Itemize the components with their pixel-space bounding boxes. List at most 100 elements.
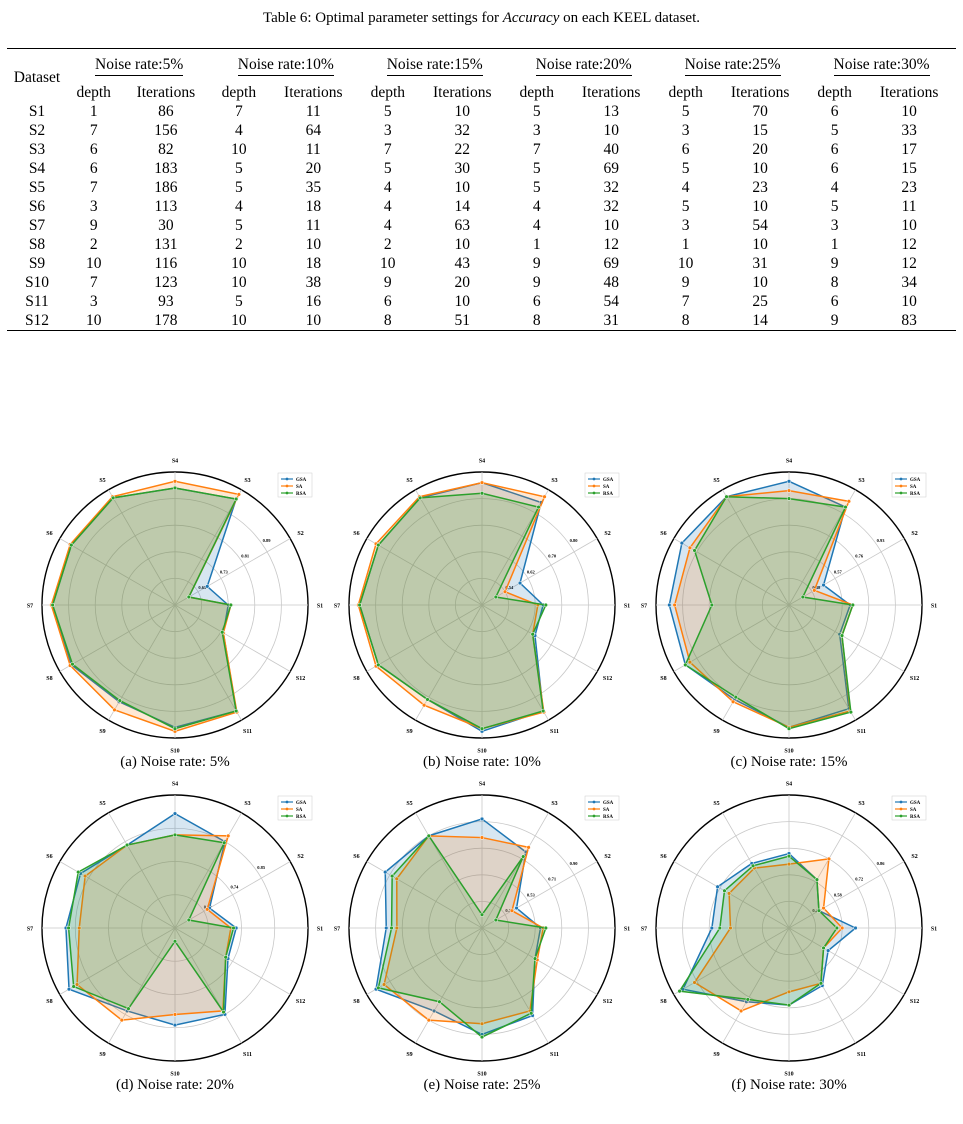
category-label: S6 (46, 854, 52, 860)
category-label: S3 (858, 801, 864, 807)
category-label: S3 (244, 478, 250, 484)
data-point (687, 545, 693, 550)
category-label: S8 (660, 676, 666, 682)
data-point (826, 948, 831, 953)
data-point (724, 494, 729, 499)
ring-label: 0.38 (812, 585, 821, 590)
value-cell: 6 (830, 293, 839, 310)
category-label: S5 (99, 478, 105, 484)
value-cell: 15 (901, 160, 917, 177)
sub-header: depth (221, 84, 257, 101)
value-cell: 31 (603, 312, 619, 329)
value-cell: 3 (89, 293, 98, 310)
category-label: S2 (297, 531, 303, 537)
radar-chart: S1 S2 S3 S4 S5 S6 S7 S8 S9 S10 S11 S12 0.48 0.58 0.72 0… (629, 768, 949, 1093)
table-row: S8 2 131 2 10 2 10 1 12 1 10 1 12 (7, 235, 956, 254)
value-cell: 12 (901, 255, 917, 272)
value-cell: 178 (154, 312, 178, 329)
category-label: S10 (170, 1072, 179, 1078)
value-cell: 2 (383, 236, 392, 253)
data-point (479, 480, 485, 485)
dataset-cell: S9 (28, 255, 46, 272)
ring-label: 0.54 (505, 585, 514, 590)
data-point (111, 495, 116, 501)
value-cell: 6 (830, 103, 839, 120)
grid-spoke (174, 927, 291, 995)
grid-spoke (108, 812, 176, 929)
grid-spoke (174, 604, 291, 672)
value-cell: 156 (154, 122, 178, 139)
grid-spoke (174, 927, 242, 1044)
value-cell: 5 (532, 160, 541, 177)
legend: GSA SA RSA (584, 472, 620, 498)
value-cell: 10 (85, 255, 102, 272)
legend-label: GSA (296, 801, 307, 806)
legend: GSA SA RSA (277, 472, 313, 498)
data-point (83, 873, 88, 879)
data-point (839, 633, 845, 638)
legend-marker (285, 807, 289, 811)
value-cell: 4 (234, 122, 243, 139)
group-header: Noise rate:20% (509, 49, 658, 76)
data-point (786, 989, 792, 994)
data-point (76, 869, 81, 875)
data-point (425, 697, 430, 702)
data-point (821, 905, 826, 911)
dataset-cell: S2 (28, 122, 46, 139)
parameter-table: Dataset Noise rate:5% Noise rate:10% Noi… (7, 48, 956, 331)
ring-label: 0.57 (834, 569, 843, 574)
grid-spoke (59, 538, 176, 606)
value-cell: 10 (231, 312, 247, 329)
value-cell: 51 (454, 312, 471, 329)
data-point (69, 543, 74, 548)
data-point (381, 982, 387, 987)
value-cell: 10 (752, 160, 768, 177)
value-cell: 12 (901, 236, 917, 253)
value-cell: 10 (901, 103, 917, 120)
value-cell: 6 (532, 293, 541, 310)
value-cell: 5 (681, 103, 690, 120)
value-cell: 6 (89, 141, 98, 158)
category-label: S6 (353, 531, 359, 537)
category-label: S10 (477, 1072, 486, 1078)
data-point (786, 854, 792, 859)
category-label: S8 (46, 999, 52, 1005)
category-label: S5 (406, 801, 412, 807)
category-label: S2 (911, 531, 917, 537)
data-point (390, 873, 395, 879)
grid-spoke (415, 927, 483, 1044)
category-label: S1 (931, 927, 937, 933)
data-point (730, 699, 736, 704)
value-cell: 4 (234, 198, 243, 215)
dataset-cell: S6 (28, 198, 46, 215)
value-cell: 14 (752, 312, 768, 329)
value-cell: 7 (89, 122, 98, 139)
value-cell: 32 (603, 198, 619, 215)
subfigure-caption: (d) Noise rate: 20% (116, 1077, 234, 1093)
ring-label: 0.58 (834, 892, 843, 897)
ring-label: 0.85 (257, 865, 266, 870)
value-cell: 10 (454, 103, 471, 120)
legend-label: SA (910, 485, 917, 490)
data-point (848, 709, 853, 715)
value-cell: 11 (901, 198, 917, 215)
legend-marker (899, 800, 903, 804)
value-cell: 11 (305, 217, 321, 234)
data-point (853, 925, 858, 931)
value-cell: 69 (603, 255, 619, 272)
value-cell: 10 (305, 236, 322, 253)
category-label: S7 (27, 927, 33, 933)
data-point (70, 662, 75, 667)
value-cell: 43 (454, 255, 471, 272)
category-label: S9 (406, 729, 412, 735)
value-cell: 10 (454, 179, 471, 196)
category-label: S8 (46, 676, 52, 682)
grid-spoke (415, 489, 483, 606)
legend-marker (285, 491, 289, 495)
legend-marker (592, 807, 596, 811)
value-cell: 10 (752, 274, 768, 291)
data-point (722, 888, 727, 893)
ring-label: 0.89 (263, 538, 272, 543)
data-point (715, 884, 720, 889)
legend-label: RSA (603, 492, 613, 497)
